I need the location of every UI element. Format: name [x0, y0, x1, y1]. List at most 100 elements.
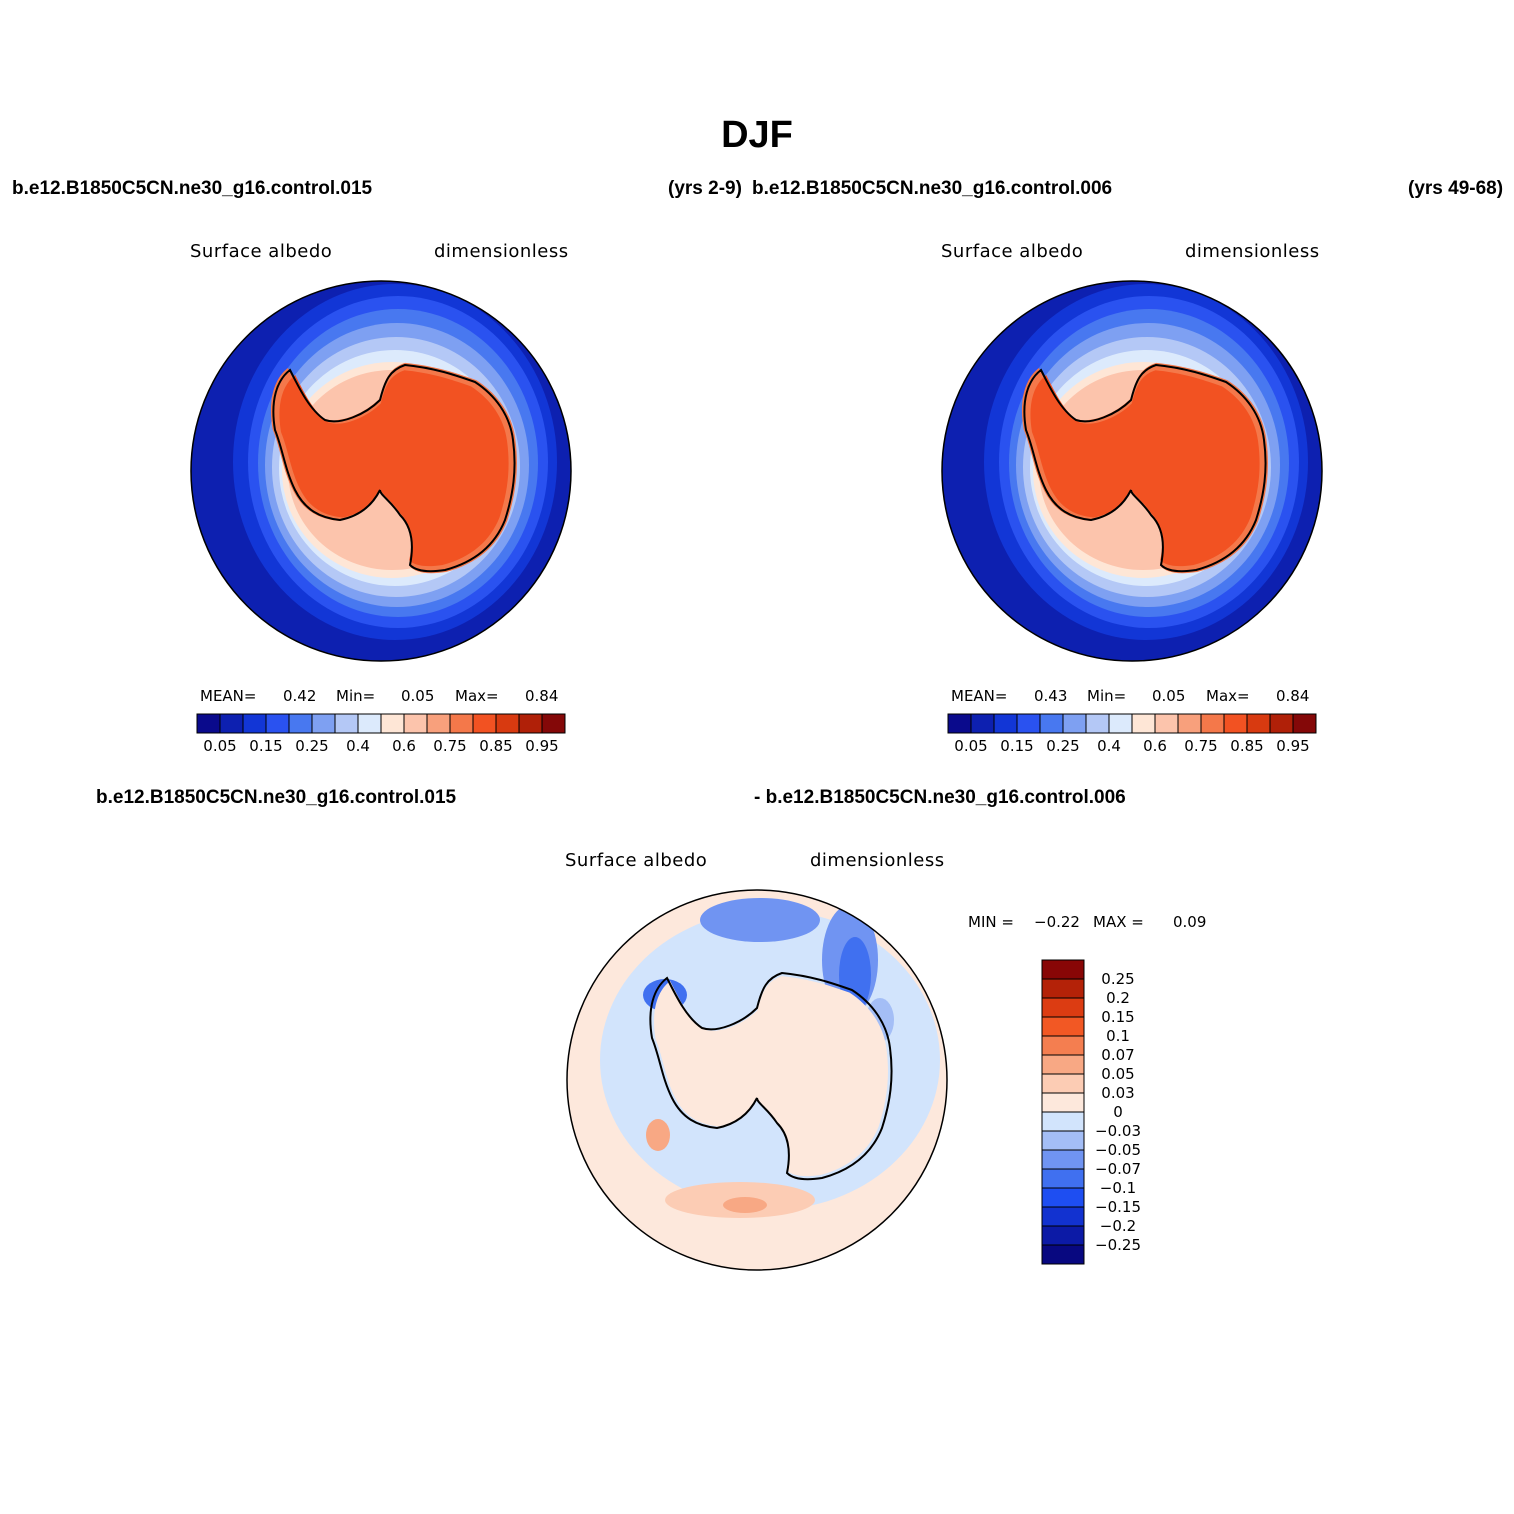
panel3-colorbar-tick-label: −0.25	[1095, 1236, 1141, 1254]
panel3-colorbar-tick-label: −0.03	[1095, 1122, 1141, 1140]
panel1-colorbar-box	[265, 713, 290, 734]
panel2-max-value: 0.84	[1276, 687, 1310, 705]
panel3-colorbar-box	[1041, 1016, 1085, 1037]
panel3-colorbar-tick-label: −0.05	[1095, 1141, 1141, 1159]
panel3-colorbar-box	[1041, 1130, 1085, 1151]
panel1-map-border	[190, 280, 572, 662]
panel3-colorbar-box	[1041, 1092, 1085, 1113]
panel3-max-label: MAX =	[1093, 913, 1144, 931]
panel3-colorbar-box	[1041, 1073, 1085, 1094]
panel2-colorbar-box	[1246, 713, 1271, 734]
panel3-units-label: dimensionless	[810, 850, 945, 871]
panel3-map-border	[566, 889, 948, 1271]
panel1-colorbar-tick-label: 0.15	[249, 737, 283, 755]
panel2-mean-label: MEAN=	[951, 687, 1008, 705]
panel3-max-value: 0.09	[1173, 913, 1207, 931]
panel1-colorbar-box	[357, 713, 382, 734]
panel3-colorbar-box	[1041, 1035, 1085, 1056]
panel1-colorbar-tick-label: 0.4	[346, 737, 370, 755]
panel1-colorbar-box	[541, 713, 566, 734]
panel1-colorbar-tick-label: 0.25	[295, 737, 329, 755]
panel2-colorbar-box	[1200, 713, 1225, 734]
panel3-colorbar-box	[1041, 1225, 1085, 1246]
panel3-colorbar-box	[1041, 1149, 1085, 1170]
panel2-units-label: dimensionless	[1185, 241, 1320, 262]
panel3-colorbar-tick-label: −0.2	[1099, 1217, 1137, 1235]
panel2-colorbar-box	[1108, 713, 1133, 734]
panel3-colorbar-tick-label: 0.03	[1101, 1084, 1135, 1102]
panel1-colorbar-box	[426, 713, 451, 734]
panel3-colorbar-tick-label: 0	[1113, 1103, 1123, 1121]
panel2-min-label: Min=	[1087, 687, 1127, 705]
top-right-case-name: b.e12.B1850C5CN.ne30_g16.control.006	[752, 178, 1113, 199]
panel1-colorbar-box	[288, 713, 313, 734]
panel2-colorbar-box	[1269, 713, 1294, 734]
panel3-map	[567, 890, 947, 1270]
panel2-colorbar-tick-label: 0.85	[1230, 737, 1264, 755]
panel1-colorbar-tick-label: 0.75	[433, 737, 467, 755]
panel2-colorbar-box	[1131, 713, 1156, 734]
panel2-colorbar-box	[1062, 713, 1087, 734]
panel3-colorbar-box	[1041, 1111, 1085, 1132]
panel1-colorbar-box	[518, 713, 543, 734]
panel1-colorbar-box	[495, 713, 520, 734]
panel3-colorbar-tick-label: −0.1	[1099, 1179, 1137, 1197]
panel3-colorbar-tick-label: −0.07	[1095, 1160, 1141, 1178]
top-left-case-name: b.e12.B1850C5CN.ne30_g16.control.015	[12, 178, 373, 199]
panel1-colorbar-box	[334, 713, 359, 734]
panel1-colorbar-box	[472, 713, 497, 734]
panel2-map	[942, 281, 1322, 661]
panel2-colorbar-box	[1292, 713, 1317, 734]
panel2-colorbar-box	[1154, 713, 1179, 734]
panel2-colorbar-box	[947, 713, 972, 734]
panel2-colorbar-tick-label: 0.05	[954, 737, 988, 755]
panel1-colorbar-box	[380, 713, 405, 734]
panel1-colorbar-tick-label: 0.85	[479, 737, 513, 755]
panel2-colorbar-box	[993, 713, 1018, 734]
panel2-colorbar-tick-label: 0.75	[1184, 737, 1218, 755]
diff-case-b: - b.e12.B1850C5CN.ne30_g16.control.006	[754, 787, 1126, 808]
panel1-min-value: 0.05	[401, 687, 435, 705]
panel2-colorbar-tick-label: 0.95	[1276, 737, 1310, 755]
panel3-colorbar-tick-label: 0.25	[1101, 970, 1135, 988]
panel3-colorbar-box	[1041, 1168, 1085, 1189]
panel2-variable-label: Surface albedo	[941, 241, 1084, 262]
page-title: DJF	[721, 114, 793, 156]
panel1-mean-value: 0.42	[283, 687, 317, 705]
panel3-colorbar-box	[1041, 1054, 1085, 1075]
panel3-colorbar-box	[1041, 978, 1085, 999]
panel1-max-label: Max=	[455, 687, 499, 705]
panel3-colorbar-tick-label: 0.05	[1101, 1065, 1135, 1083]
panel3-colorbar-box	[1041, 1187, 1085, 1208]
diff-case-a: b.e12.B1850C5CN.ne30_g16.control.015	[96, 787, 457, 808]
panel1-colorbar-tick-label: 0.05	[203, 737, 237, 755]
panel3-min-label: MIN =	[968, 913, 1014, 931]
panel1-min-label: Min=	[336, 687, 376, 705]
colorbars	[196, 713, 1317, 1265]
panel3-colorbar-tick-label: 0.15	[1101, 1008, 1135, 1026]
panel2-colorbar-tick-label: 0.6	[1143, 737, 1167, 755]
panel3-colorbar-tick-label: −0.15	[1095, 1198, 1141, 1216]
panel1-colorbar-tick-label: 0.95	[525, 737, 559, 755]
top-left-years: (yrs 2-9)	[668, 178, 742, 199]
panel1-colorbar-box	[196, 713, 221, 734]
panel1-map	[191, 281, 571, 661]
panel3-min-value: −0.22	[1034, 913, 1080, 931]
panel1-colorbar-box	[403, 713, 428, 734]
panel3-colorbar-tick-label: 0.07	[1101, 1046, 1135, 1064]
panel2-colorbar-box	[1016, 713, 1041, 734]
panel3-colorbar-box	[1041, 959, 1085, 980]
panel2-colorbar-box	[1223, 713, 1248, 734]
panel2-mean-value: 0.43	[1034, 687, 1068, 705]
panel2-colorbar-tick-label: 0.25	[1046, 737, 1080, 755]
panel1-colorbar-box	[219, 713, 244, 734]
panel3-colorbar-box	[1041, 1244, 1085, 1265]
panel2-colorbar-box	[970, 713, 995, 734]
panel2-min-value: 0.05	[1152, 687, 1186, 705]
panel3-colorbar-tick-label: 0.2	[1106, 989, 1130, 1007]
panel1-colorbar-box	[311, 713, 336, 734]
panel2-colorbar-tick-label: 0.4	[1097, 737, 1121, 755]
panel2-max-label: Max=	[1206, 687, 1250, 705]
panel1-max-value: 0.84	[525, 687, 559, 705]
